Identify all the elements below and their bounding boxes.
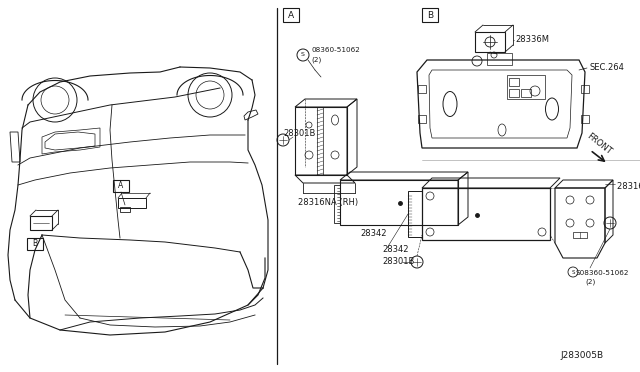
Text: 28301B: 28301B	[283, 128, 316, 138]
Bar	[283, 8, 299, 22]
Bar	[340, 180, 458, 225]
Bar	[573, 232, 587, 238]
Text: S: S	[301, 52, 305, 58]
Bar	[30, 216, 52, 230]
Bar	[521, 89, 531, 97]
Bar	[113, 180, 129, 192]
Text: S: S	[572, 269, 575, 275]
Text: SEC.264: SEC.264	[589, 64, 624, 73]
Text: (2): (2)	[311, 57, 321, 63]
Bar	[507, 75, 545, 99]
Text: B: B	[427, 10, 433, 19]
Bar	[418, 115, 426, 123]
Text: B: B	[33, 240, 38, 248]
Text: 28316N (LH): 28316N (LH)	[617, 182, 640, 190]
Bar	[418, 85, 426, 93]
Bar	[581, 85, 589, 93]
Bar	[487, 53, 512, 65]
Text: FRONT: FRONT	[585, 132, 613, 156]
Text: 28316NA (RH): 28316NA (RH)	[298, 199, 358, 208]
Bar	[408, 191, 422, 237]
Text: 28342: 28342	[360, 228, 387, 237]
Bar	[334, 185, 340, 223]
Text: A: A	[118, 182, 124, 190]
Text: 08360-51062: 08360-51062	[311, 47, 360, 53]
Bar	[581, 115, 589, 123]
Text: 28342: 28342	[382, 246, 408, 254]
Bar	[509, 89, 519, 97]
Text: J283005B: J283005B	[560, 351, 603, 360]
Text: (2): (2)	[585, 279, 595, 285]
Bar	[120, 207, 130, 212]
Text: 28301B: 28301B	[382, 257, 414, 266]
Text: S08360-51062: S08360-51062	[575, 270, 628, 276]
Text: A: A	[288, 10, 294, 19]
Bar	[27, 238, 43, 250]
Bar	[422, 8, 438, 22]
Text: 28336M: 28336M	[515, 35, 549, 44]
Bar	[475, 32, 505, 52]
Bar	[422, 188, 550, 240]
Bar	[509, 78, 519, 86]
Bar	[118, 198, 146, 208]
